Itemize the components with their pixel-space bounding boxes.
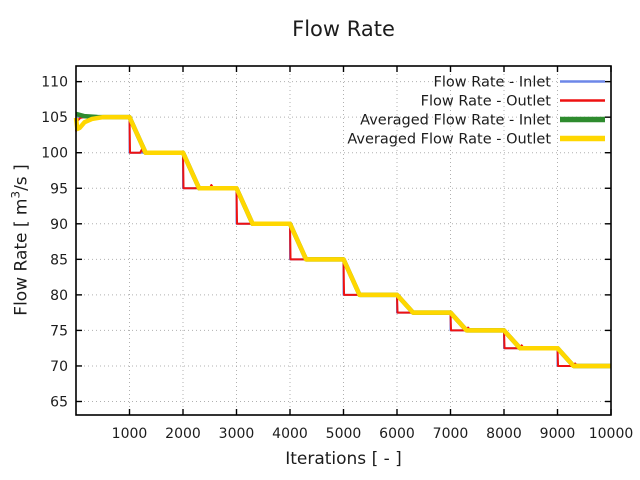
plot-border bbox=[75, 65, 612, 416]
x-tick-label: 10000 bbox=[589, 426, 634, 442]
legend-label: Flow Rate - Inlet bbox=[433, 75, 551, 91]
y-tick-label: 85 bbox=[50, 252, 68, 268]
x-tick-label: 8000 bbox=[486, 426, 522, 442]
x-tick-label: 9000 bbox=[540, 426, 576, 442]
y-tick-label: 95 bbox=[50, 181, 68, 197]
x-tick-label: 5000 bbox=[326, 426, 362, 442]
y-tick-label: 80 bbox=[50, 288, 68, 304]
x-axis-title: Iterations [ - ] bbox=[285, 449, 402, 469]
y-tick-label: 70 bbox=[50, 359, 68, 375]
y-tick-label: 75 bbox=[50, 323, 68, 339]
x-tick-label: 7000 bbox=[433, 426, 469, 442]
x-tick-label: 1000 bbox=[112, 426, 148, 442]
y-tick-label: 100 bbox=[41, 146, 68, 162]
x-tick-label: 4000 bbox=[272, 426, 308, 442]
y-tick-label: 105 bbox=[41, 110, 68, 126]
x-tick-label: 2000 bbox=[165, 426, 201, 442]
legend-label: Averaged Flow Rate - Outlet bbox=[347, 132, 551, 148]
x-tick-label: 6000 bbox=[379, 426, 415, 442]
y-tick-label: 90 bbox=[50, 217, 68, 233]
series-line-3 bbox=[73, 114, 611, 369]
legend-label: Averaged Flow Rate - Inlet bbox=[360, 113, 551, 129]
y-tick-label: 110 bbox=[41, 75, 68, 91]
y-tick-label: 65 bbox=[50, 394, 68, 410]
legend-label: Flow Rate - Outlet bbox=[421, 94, 552, 110]
x-tick-label: 3000 bbox=[219, 426, 255, 442]
chart-title: Flow Rate bbox=[292, 17, 395, 41]
